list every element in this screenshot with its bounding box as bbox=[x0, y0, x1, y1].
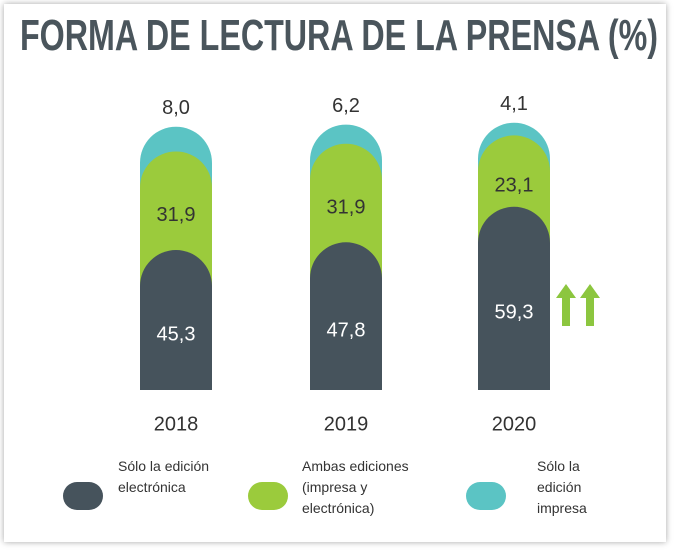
bar-segment bbox=[140, 250, 212, 390]
value-label: 6,2 bbox=[332, 95, 360, 117]
legend-swatch bbox=[63, 482, 103, 510]
chart-title: FORMA DE LECTURA DE LA PRENSA (%) bbox=[20, 11, 658, 60]
bar-segment bbox=[478, 206, 550, 390]
value-label: 23,1 bbox=[495, 174, 534, 196]
legend-label: Ambas ediciones (impresa y electrónica) bbox=[302, 458, 409, 516]
value-label: 31,9 bbox=[327, 196, 366, 218]
value-label: 31,9 bbox=[157, 204, 196, 226]
legend-label: Sólo la edición electrónica bbox=[118, 458, 210, 495]
value-label: 47,8 bbox=[327, 319, 366, 341]
legend-swatch bbox=[248, 482, 288, 510]
up-arrows bbox=[556, 284, 600, 326]
x-tick-label: 2018 bbox=[154, 413, 199, 435]
legend-swatch bbox=[466, 482, 506, 510]
x-tick-label: 2019 bbox=[324, 413, 369, 435]
value-label: 4,1 bbox=[500, 93, 528, 115]
value-label: 45,3 bbox=[157, 323, 196, 345]
value-label: 59,3 bbox=[495, 302, 534, 324]
x-tick-label: 2020 bbox=[492, 413, 537, 435]
value-label: 8,0 bbox=[162, 97, 190, 119]
legend-label: Sólo la edición impresa bbox=[537, 458, 587, 516]
bar-segment bbox=[310, 242, 382, 390]
